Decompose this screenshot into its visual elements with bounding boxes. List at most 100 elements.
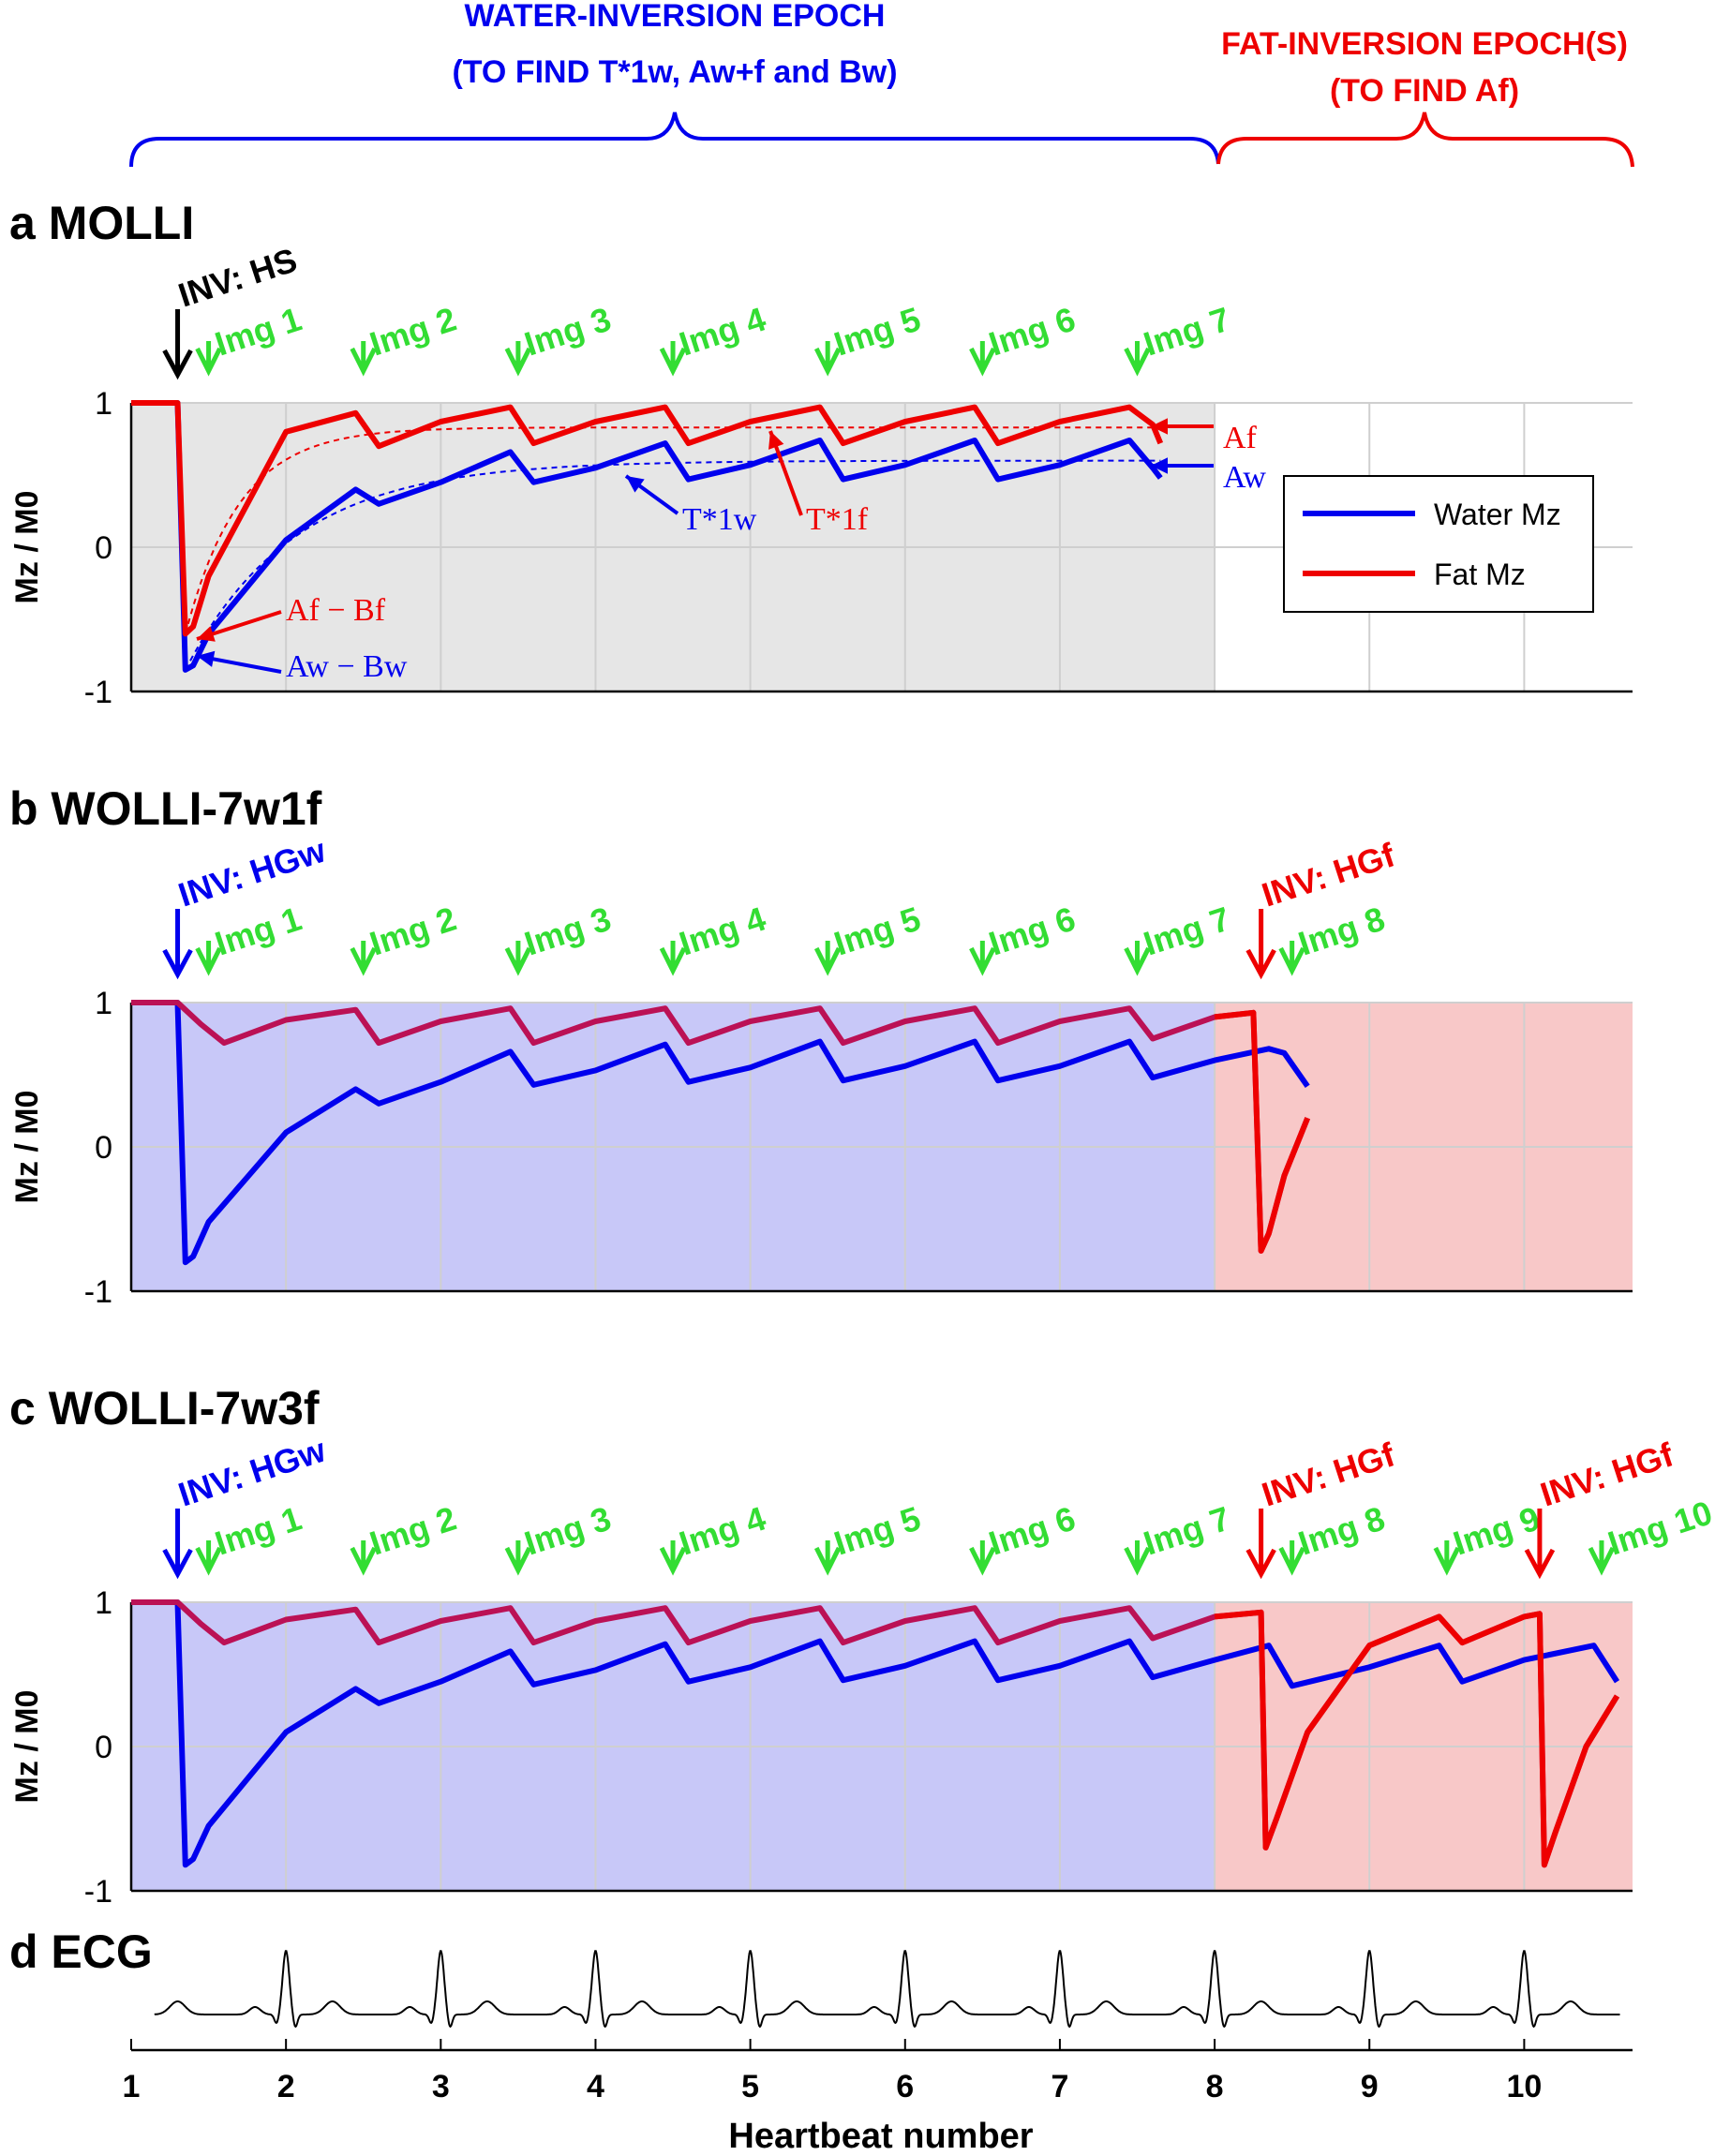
img-arrow-icon — [1278, 941, 1305, 976]
x-tick-label: 9 — [1361, 2069, 1379, 2104]
img-label: Img 1 — [210, 1499, 306, 1563]
annotation-t1f: T*1f — [806, 502, 869, 537]
water-epoch-title: WATER-INVERSION EPOCH — [465, 0, 886, 34]
y-tick-label: 0 — [95, 1730, 112, 1765]
x-tick-label: 8 — [1206, 2069, 1224, 2104]
annotation-aw-bw: Aw − Bw — [286, 649, 408, 684]
img-arrow-icon — [969, 341, 996, 377]
water-epoch-subtitle: (TO FIND T*1w, Aw+f and Bw) — [452, 54, 897, 90]
img-label: Img 6 — [984, 300, 1080, 364]
panel-a: a MOLLI 1 0 -1 Mz / M0 Img 1 Img 2 Img 3 Img 4 Im… — [9, 197, 1633, 710]
water-fit-curve — [184, 459, 1161, 671]
af-bf-arrow-icon-head — [197, 626, 216, 642]
annotation-aw: Aw — [1223, 460, 1266, 495]
x-tick-label: 2 — [277, 2069, 295, 2104]
x-tick-label: 7 — [1051, 2069, 1068, 2104]
img-arrow-icon — [350, 941, 377, 976]
inversion-arrow-icon — [162, 309, 193, 380]
img-arrow-icon — [1433, 1540, 1461, 1576]
inversion-label: INV: HGf — [1536, 1435, 1678, 1513]
img-arrow-icon — [1278, 1540, 1305, 1576]
img-label: Img 7 — [1139, 900, 1234, 963]
inversion-label: INV: HGw — [173, 830, 331, 914]
series-fat-epoch — [1214, 1609, 1620, 1868]
img-label: Img 1 — [210, 300, 306, 364]
img-label: Img 10 — [1603, 1493, 1717, 1562]
img-label: Img 4 — [675, 300, 770, 364]
af-arrow-icon-head — [1151, 418, 1169, 435]
series-water — [131, 1000, 1310, 1266]
img-arrow-icon — [659, 941, 687, 976]
img-arrow-icon — [195, 1540, 222, 1576]
inversion-label: INV: HGf — [1257, 1435, 1399, 1513]
y-tick-label: 1 — [95, 386, 112, 422]
aw-arrow-icon-head — [1151, 457, 1169, 474]
epoch-header: WATER-INVERSION EPOCH (TO FIND T*1w, Aw+… — [129, 0, 1634, 168]
img-arrow-icon — [659, 341, 687, 377]
series-fat-epoch — [1214, 1009, 1310, 1254]
panel-d: d ECG 1 2 3 4 5 6 7 8 9 10 Heartbeat number — [9, 1926, 1633, 2156]
img-arrow-icon — [504, 1540, 532, 1576]
img-arrow-icon — [1124, 1540, 1151, 1576]
series-fat — [131, 400, 1164, 637]
ecg-trace — [154, 1950, 1620, 2029]
legend: Water Mz Fat Mz — [1283, 475, 1594, 613]
img-arrow-icon — [659, 1540, 687, 1576]
panel-b: b WOLLI-7w1f 1 0 -1 Mz / M0 Img 1 Img 2 Img 3 Im… — [9, 782, 1633, 1310]
img-arrow-icon — [195, 941, 222, 976]
img-label: Img 3 — [520, 1499, 616, 1563]
img-arrow-icon — [1124, 941, 1151, 976]
img-label: Img 1 — [210, 900, 306, 963]
y-tick-label: 0 — [95, 530, 112, 566]
x-tick-label: 4 — [587, 2069, 604, 2104]
x-tick-label: 6 — [896, 2069, 914, 2104]
img-arrow-icon — [504, 941, 532, 976]
img-arrow-icon — [350, 1540, 377, 1576]
panel-title: d ECG — [9, 1926, 153, 1978]
x-tick-label: 1 — [123, 2069, 141, 2104]
img-label: Img 2 — [365, 1499, 461, 1563]
y-tick-label: -1 — [84, 675, 112, 710]
img-arrow-icon — [350, 341, 377, 377]
legend-box — [1283, 475, 1594, 613]
img-label: Img 3 — [520, 900, 616, 963]
annotation-t1w: T*1w — [682, 502, 757, 537]
fat-epoch-brace — [1216, 112, 1634, 168]
fat-epoch-subtitle: (TO FIND Af) — [1330, 73, 1519, 109]
legend-fat-label: Fat Mz — [1434, 558, 1526, 591]
img-label: Img 5 — [829, 1499, 925, 1563]
t1w-arrow-icon-head — [626, 476, 645, 493]
y-axis-label: Mz / M0 — [9, 1091, 45, 1204]
inversion-arrow-icon — [162, 909, 193, 980]
img-label: Img 2 — [365, 900, 461, 963]
y-axis-label: Mz / M0 — [9, 1690, 45, 1804]
y-tick-label: 1 — [95, 986, 112, 1021]
annotation-af: Af — [1223, 421, 1258, 455]
aw-bw-arrow-icon-head — [197, 650, 216, 667]
water-epoch-brace — [129, 112, 1220, 168]
inversion-arrow-icon — [1245, 1509, 1276, 1580]
fat-fit-curve — [184, 426, 1161, 634]
img-label: Img 8 — [1293, 1499, 1389, 1563]
img-arrow-icon — [813, 341, 842, 377]
img-label: Img 4 — [675, 900, 770, 963]
img-label: Img 5 — [829, 900, 925, 963]
y-tick-label: 1 — [95, 1585, 112, 1621]
inversion-arrow-icon — [162, 1509, 193, 1580]
img-label: Img 5 — [829, 300, 925, 364]
y-tick-label: -1 — [84, 1874, 112, 1910]
img-label: Img 6 — [984, 1499, 1080, 1563]
x-tick-label: 10 — [1506, 2069, 1542, 2104]
y-tick-label: -1 — [84, 1274, 112, 1310]
img-label: Img 8 — [1293, 900, 1389, 963]
img-arrow-icon — [969, 941, 996, 976]
y-tick-label: 0 — [95, 1130, 112, 1166]
img-arrow-icon — [504, 341, 532, 377]
inversion-arrow-icon — [1524, 1509, 1556, 1580]
img-label: Img 6 — [984, 900, 1080, 963]
panel-title: b WOLLI-7w1f — [9, 782, 322, 835]
img-label: Img 2 — [365, 300, 461, 364]
img-arrow-icon — [1124, 341, 1151, 377]
